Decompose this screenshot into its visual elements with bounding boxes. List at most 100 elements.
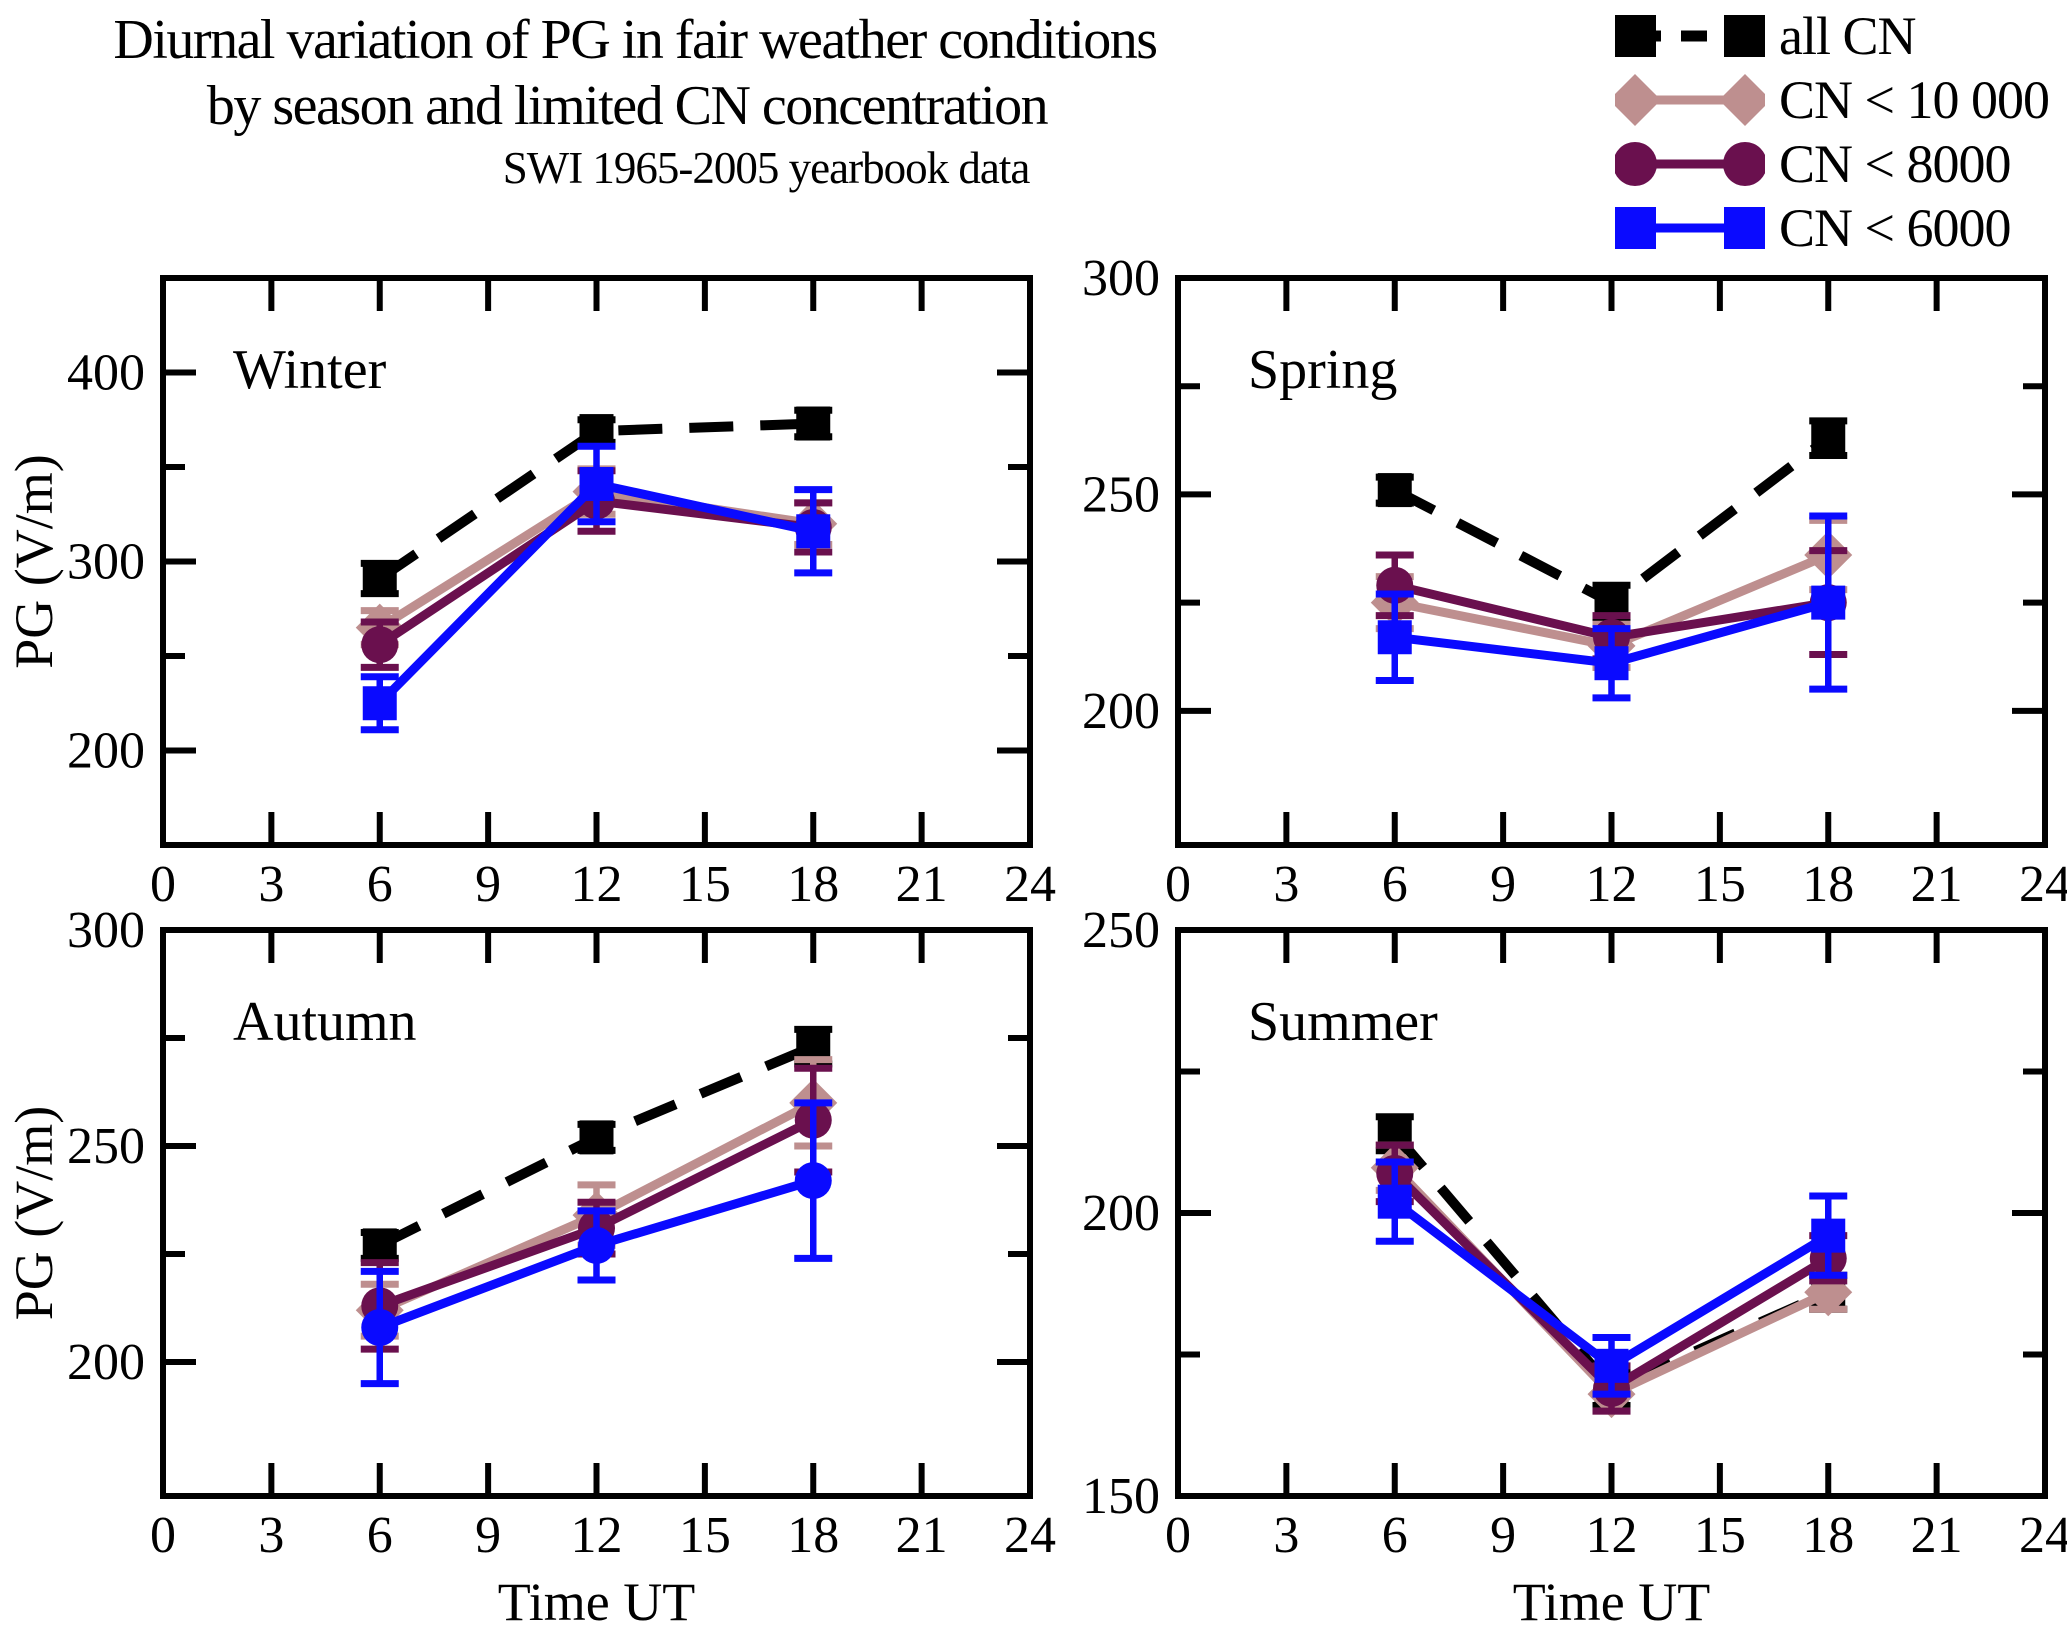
chart-text: 24 (2019, 1507, 2067, 1564)
chart-text: 15 (1694, 856, 1746, 913)
chart-text: 18 (1802, 1507, 1854, 1564)
chart-text: 3 (258, 1507, 284, 1564)
series-cn-6000 (360, 442, 833, 734)
series-all-cn (360, 406, 833, 598)
chart-text: 21 (1911, 1507, 1963, 1564)
data-point-marker-square (362, 1228, 397, 1263)
legend-row-cn-6000: CN < 6000 (1615, 196, 2065, 260)
legend-sample-icon (1615, 15, 1765, 57)
chart-text: 12 (571, 856, 623, 913)
chart-text: 6 (1382, 1507, 1408, 1564)
series-cn-6000 (1375, 512, 1848, 702)
series-all-cn (1375, 417, 1848, 624)
tick-labels: 0 3 6 9 12 15 18 21 24 200 250 300 (67, 902, 1056, 1564)
chart-text: 6 (367, 1507, 393, 1564)
chart-text: 250 (1082, 466, 1160, 523)
data-point-marker-square (1594, 646, 1629, 681)
chart-text: 0 (150, 856, 176, 913)
chart-text: 21 (896, 1507, 948, 1564)
chart-text: 200 (1082, 683, 1160, 740)
chart-text: 12 (1586, 856, 1638, 913)
data-point-marker-circle (361, 626, 399, 664)
axis-frame (1175, 927, 2048, 1499)
panel-autumn: 0 3 6 9 12 15 18 21 24 200 250 300 Autumn PG (V/m) Tim… (4, 902, 1056, 1632)
panel-summer: 0 3 6 9 12 15 18 21 24 150 200 250 Summer Time UT (1082, 902, 2067, 1632)
y-axis-label: PG (V/m) (4, 454, 64, 669)
series-line (1390, 1130, 1831, 1395)
legend-marker-square (1615, 15, 1656, 57)
season-label: Autumn (233, 991, 417, 1053)
legend-row-cn-8000: CN < 8000 (1615, 132, 2065, 196)
chart-text: 18 (787, 856, 839, 913)
series-cn-6000 (1375, 1158, 1848, 1398)
series-cn-6000 (360, 1099, 833, 1388)
legend-sample-icon (1615, 74, 1765, 126)
chart-title-line1: Diurnal variation of PG in fair weather … (113, 9, 1158, 71)
chart-text: 21 (1911, 856, 1963, 913)
data-point-marker-square (796, 514, 831, 549)
x-axis-label: Time UT (1513, 1572, 1711, 1632)
data-point-marker-circle (361, 1308, 399, 1346)
legend-marker-diamond (1615, 74, 1661, 126)
chart-subtitle: SWI 1965-2005 yearbook data (502, 143, 1031, 193)
chart-text: 250 (1082, 902, 1160, 959)
chart-text: 15 (679, 856, 731, 913)
tick-labels: 0 3 6 9 12 15 18 21 24 200 250 300 (1082, 250, 2067, 913)
legend-row-all-cn: all CN (1615, 4, 2065, 68)
data-point-marker-square (796, 406, 831, 441)
panel-spring: 0 3 6 9 12 15 18 21 24 200 250 300 Spring (1082, 250, 2067, 913)
data-point-marker-circle (794, 1162, 832, 1200)
chart-text: 0 (1165, 1507, 1191, 1564)
legend-label: CN < 10 000 (1779, 70, 2050, 130)
chart-text: 24 (1004, 856, 1056, 913)
data-point-marker-square (1811, 1218, 1846, 1253)
legend-marker-diamond (1719, 74, 1765, 126)
legend-marker-circle (1615, 142, 1657, 186)
chart-text: 12 (571, 1507, 623, 1564)
chart-text: 15 (679, 1507, 731, 1564)
x-axis-label: Time UT (498, 1572, 696, 1632)
chart-text: 6 (1382, 856, 1408, 913)
panel-winter: 0 3 6 9 12 15 18 21 24 200 300 400 Winter PG (V/m) (4, 275, 1056, 914)
data-point-marker-square (1377, 620, 1412, 655)
data-point-marker-square (362, 686, 397, 721)
chart-text: 21 (896, 856, 948, 913)
axis-ticks (166, 281, 1027, 842)
chart-text: 24 (1004, 1507, 1056, 1564)
y-axis-label: PG (V/m) (4, 1106, 64, 1321)
data-point-marker-square (1594, 1348, 1629, 1383)
legend-marker-square (1724, 15, 1765, 57)
chart-text: 200 (1082, 1185, 1160, 1242)
chart-text: 250 (67, 1118, 145, 1175)
axis-frame (1175, 275, 2048, 848)
chart-text: 18 (1802, 856, 1854, 913)
axis-ticks (1181, 281, 2042, 842)
chart-text: 9 (1490, 1507, 1516, 1564)
legend-label: all CN (1779, 6, 1916, 66)
chart-text: 200 (67, 1334, 145, 1391)
legend-marker-square (1724, 207, 1765, 249)
axis-ticks (166, 933, 1027, 1493)
chart-text: 3 (1273, 856, 1299, 913)
season-label: Spring (1248, 339, 1397, 401)
chart-text: 9 (475, 856, 501, 913)
chart-title-line2: by season and limited CN concentration (206, 75, 1049, 137)
chart-text: 0 (1165, 856, 1191, 913)
season-label: Summer (1248, 991, 1438, 1053)
tick-labels: 0 3 6 9 12 15 18 21 24 150 200 250 (1082, 902, 2067, 1564)
legend-row-cn-10000: CN < 10 000 (1615, 68, 2065, 132)
chart-text: 12 (1586, 1507, 1638, 1564)
legend-sample-icon (1615, 142, 1765, 186)
chart-text: 3 (1273, 1507, 1299, 1564)
chart-text: 9 (475, 1507, 501, 1564)
legend-label: CN < 8000 (1779, 134, 2011, 194)
axis-ticks (1181, 933, 2042, 1493)
chart-text: 6 (367, 856, 393, 913)
data-point-marker-square (1811, 421, 1846, 456)
legend-sample-icon (1615, 207, 1765, 249)
tick-labels: 0 3 6 9 12 15 18 21 24 200 300 400 (67, 345, 1056, 914)
series-line (376, 418, 814, 583)
chart-text: 3 (258, 856, 284, 913)
